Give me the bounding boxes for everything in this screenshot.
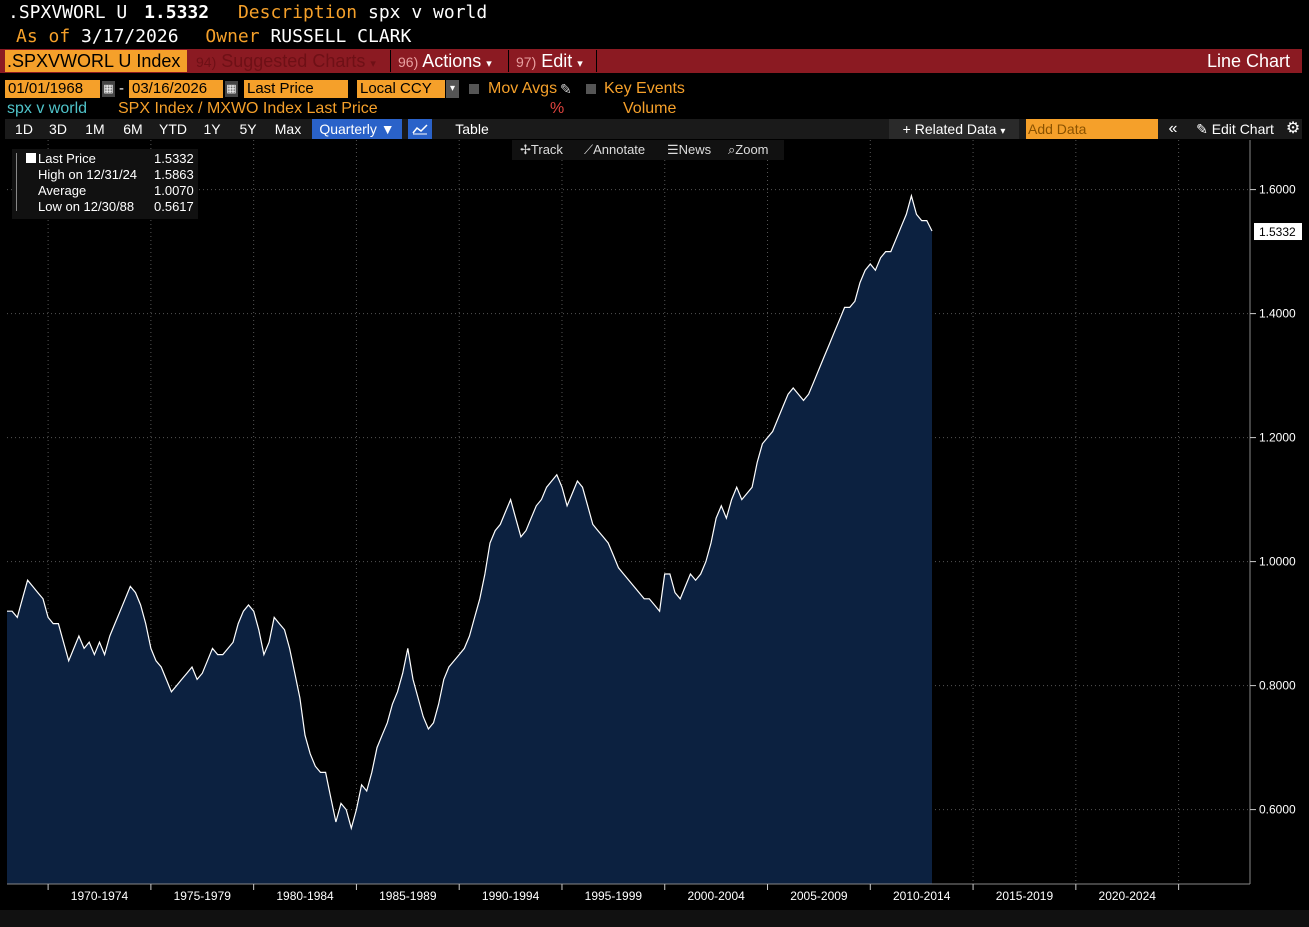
x-tick-label: 1970-1974	[71, 889, 129, 903]
legend-value: 1.5332	[154, 151, 194, 166]
chevron-down-icon[interactable]: ▾	[446, 80, 459, 98]
period-1y[interactable]: 1Y	[203, 121, 221, 137]
frequency-select[interactable]: Quarterly ▼	[312, 119, 402, 139]
asof-value: 3/17/2026	[81, 26, 179, 47]
calendar-icon[interactable]: ▦	[102, 81, 115, 97]
key-events-label: Key Events	[604, 80, 685, 97]
line-chart: 1.6000 1.4000 1.2000 1.0000 0.8000 0.6000 1.53…	[7, 140, 1302, 903]
menu-divider	[508, 50, 509, 72]
x-tick-label: 1995-1999	[585, 889, 643, 903]
x-tick-label: 2005-2009	[790, 889, 848, 903]
chart-legend: Last Price 1.5332 High on 12/31/24 1.586…	[12, 149, 198, 219]
y-tick-label: 1.2000	[1259, 431, 1296, 445]
chart-tools: ✢ Track ⟋ Annotate ☰ News ⌕ Zoom	[512, 140, 784, 160]
table-button[interactable]: Table	[455, 121, 489, 137]
y-tick-label: 1.0000	[1259, 555, 1296, 569]
menu-divider	[596, 50, 597, 72]
legend-value: 1.5863	[154, 167, 194, 182]
y-tick-label: 0.8000	[1259, 679, 1296, 693]
actions-menu[interactable]: 96) Actions ▾	[398, 51, 492, 71]
price-field-select[interactable]: Last Price	[244, 80, 348, 98]
description-label: Description	[237, 2, 358, 23]
period-1d[interactable]: 1D	[15, 121, 33, 137]
period-max[interactable]: Max	[274, 121, 302, 137]
menu-divider	[390, 50, 391, 72]
x-tick-label: 2000-2004	[687, 889, 745, 903]
zoom-tool[interactable]: ⌕ Zoom	[728, 142, 769, 157]
add-data-input[interactable]: Add Data	[1026, 119, 1158, 139]
legend-label: High on 12/31/24	[38, 167, 138, 182]
series-description: SPX Index / MXWO Index Last Price	[118, 100, 378, 117]
volume-label: Volume	[623, 100, 677, 117]
series-area	[7, 195, 932, 885]
percent-indicator: %	[550, 100, 565, 117]
edit-menu[interactable]: 97) Edit ▾	[516, 51, 583, 71]
currency-select[interactable]: Local CCY	[357, 80, 445, 98]
suggested-charts-menu[interactable]: 94) Suggested Charts ▾	[196, 51, 376, 71]
legend-value: 0.5617	[154, 199, 194, 214]
asof-row: As of 3/17/2026 Owner RUSSELL CLARK	[16, 26, 411, 47]
last-value-badge-label: 1.5332	[1259, 225, 1296, 239]
legend-value: 1.0070	[154, 183, 194, 198]
mov-avgs-checkbox[interactable]	[469, 84, 479, 94]
calendar-icon[interactable]: ▦	[225, 81, 238, 97]
chart-type-label: Line Chart	[1206, 51, 1290, 71]
ticker-short: .SPXVWORL U	[8, 2, 128, 23]
edit-chart-button[interactable]: ✎ Edit Chart	[1196, 121, 1274, 137]
related-data-menu[interactable]: + Related Data ▾	[889, 119, 1019, 139]
bottom-bar	[0, 910, 1309, 927]
y-tick-label: 1.6000	[1259, 183, 1296, 197]
period-1m[interactable]: 1M	[85, 121, 105, 137]
period-3d[interactable]: 3D	[49, 121, 67, 137]
owner-label: Owner	[205, 26, 260, 47]
last-value: 1.5332	[144, 2, 210, 23]
series-line	[7, 193, 933, 831]
line-chart-icon[interactable]	[408, 119, 432, 139]
x-tick-label: 1990-1994	[482, 889, 540, 903]
period-ytd[interactable]: YTD	[159, 121, 187, 137]
x-tick-label: 1980-1984	[276, 889, 334, 903]
collapse-icon[interactable]: «	[1168, 120, 1178, 137]
y-tick-label: 1.4000	[1259, 307, 1296, 321]
x-tick-label: 1985-1989	[379, 889, 437, 903]
gear-icon[interactable]: ⚙	[1285, 120, 1301, 137]
x-tick-label: 2010-2014	[893, 889, 951, 903]
period-6m[interactable]: 6M	[123, 121, 143, 137]
chart-toolbar: 1D 3D 1M 6M YTD 1Y 5Y Max Quarterly ▼ Ta…	[5, 119, 1302, 139]
start-date-field[interactable]: 01/01/1968	[5, 80, 100, 98]
ticker-field[interactable]: .SPXVWORL U Index	[5, 50, 187, 72]
x-tick-label: 1975-1979	[174, 889, 232, 903]
period-5y[interactable]: 5Y	[239, 121, 257, 137]
asof-label: As of	[16, 26, 71, 47]
chart-area: 1.6000 1.4000 1.2000 1.0000 0.8000 0.6000 1.53…	[5, 140, 1302, 903]
title-row: .SPXVWORL U 1.5332 Description spx v wor…	[8, 2, 487, 23]
news-tool[interactable]: ☰ News	[667, 142, 712, 157]
legend-label: Average	[38, 183, 87, 198]
series-name: spx v world	[7, 100, 88, 117]
x-tick-label: 2020-2024	[1099, 889, 1157, 903]
legend-label: Last Price	[38, 151, 96, 166]
series-color-swatch	[26, 153, 36, 163]
end-date-field[interactable]: 03/16/2026	[129, 80, 223, 98]
description-value: spx v world	[368, 2, 488, 23]
pencil-icon[interactable]: ✎	[560, 81, 572, 97]
last-value-badge	[1254, 223, 1302, 241]
legend-label: Low on 12/30/88	[38, 199, 135, 214]
date-dash: -	[119, 80, 124, 97]
owner-value: RUSSELL CLARK	[270, 26, 412, 47]
annotate-tool[interactable]: ⟋ Annotate	[584, 142, 646, 157]
mov-avgs-label: Mov Avgs	[488, 80, 558, 97]
y-tick-label: 0.6000	[1259, 803, 1296, 817]
key-events-checkbox[interactable]	[586, 84, 596, 94]
legend-tree-icon	[16, 153, 23, 211]
track-tool[interactable]: ✢ Track	[520, 142, 563, 157]
menu-bar: 94) Suggested Charts ▾ 96) Actions ▾ 97)…	[0, 49, 1302, 73]
x-tick-label: 2015-2019	[996, 889, 1054, 903]
